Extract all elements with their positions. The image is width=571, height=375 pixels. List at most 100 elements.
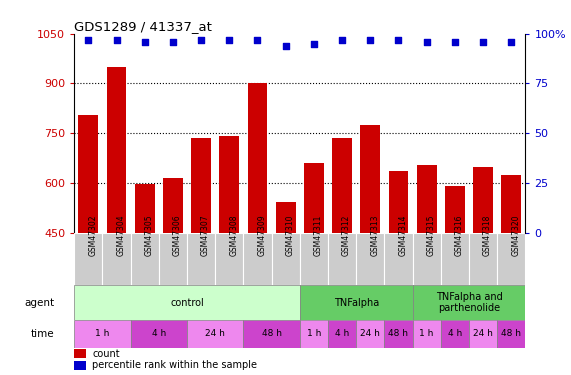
Bar: [417, 165, 436, 232]
Bar: [469, 232, 497, 285]
Bar: [445, 186, 465, 232]
Text: 4 h: 4 h: [152, 329, 166, 338]
Text: GSM47302: GSM47302: [89, 214, 97, 256]
Bar: [272, 232, 300, 285]
Text: 4 h: 4 h: [335, 329, 349, 338]
Bar: [187, 320, 243, 348]
Text: GSM47312: GSM47312: [342, 214, 351, 256]
Bar: [135, 184, 155, 232]
Bar: [276, 202, 296, 232]
Point: [365, 37, 375, 43]
Text: control: control: [170, 298, 204, 307]
Point: [394, 37, 403, 43]
Text: GSM47314: GSM47314: [399, 214, 408, 256]
Bar: [497, 320, 525, 348]
Text: GSM47307: GSM47307: [201, 214, 210, 256]
Bar: [473, 167, 493, 232]
Text: GSM47306: GSM47306: [173, 214, 182, 256]
Text: TNFalpha: TNFalpha: [333, 298, 379, 307]
Text: GSM47305: GSM47305: [144, 214, 154, 256]
Bar: [243, 232, 272, 285]
Bar: [243, 320, 300, 348]
Bar: [332, 138, 352, 232]
Text: GSM47316: GSM47316: [455, 214, 464, 256]
Bar: [78, 115, 98, 232]
Bar: [384, 320, 413, 348]
Bar: [187, 232, 215, 285]
Text: 24 h: 24 h: [205, 329, 225, 338]
Text: 48 h: 48 h: [262, 329, 282, 338]
Bar: [74, 285, 300, 320]
Text: 1 h: 1 h: [95, 329, 110, 338]
Text: GSM47308: GSM47308: [230, 214, 238, 256]
Text: GSM47318: GSM47318: [483, 214, 492, 256]
Point: [84, 37, 93, 43]
Text: percentile rank within the sample: percentile rank within the sample: [93, 360, 258, 370]
Text: GSM47313: GSM47313: [370, 214, 379, 256]
Point: [506, 39, 516, 45]
Bar: [159, 232, 187, 285]
Point: [168, 39, 178, 45]
Bar: [413, 285, 525, 320]
Point: [196, 37, 206, 43]
Bar: [163, 178, 183, 232]
Bar: [215, 232, 243, 285]
Bar: [300, 285, 412, 320]
Point: [281, 43, 290, 49]
Bar: [441, 320, 469, 348]
Bar: [413, 320, 441, 348]
Bar: [304, 163, 324, 232]
Text: GSM47310: GSM47310: [286, 214, 295, 256]
Text: agent: agent: [25, 298, 54, 307]
Point: [451, 39, 460, 45]
Text: GSM47309: GSM47309: [258, 214, 267, 256]
Bar: [501, 175, 521, 232]
Point: [140, 39, 149, 45]
Bar: [74, 320, 131, 348]
Bar: [328, 232, 356, 285]
Bar: [360, 125, 380, 232]
Point: [422, 39, 431, 45]
Text: 1 h: 1 h: [307, 329, 321, 338]
Bar: [107, 67, 126, 232]
Text: GDS1289 / 41337_at: GDS1289 / 41337_at: [74, 20, 212, 33]
Text: 48 h: 48 h: [388, 329, 408, 338]
Text: GSM47315: GSM47315: [427, 214, 436, 256]
Bar: [74, 361, 86, 370]
Point: [309, 41, 319, 47]
Text: 4 h: 4 h: [448, 329, 462, 338]
Bar: [191, 138, 211, 232]
Bar: [74, 232, 102, 285]
Point: [253, 37, 262, 43]
Text: GSM47304: GSM47304: [116, 214, 126, 256]
Text: TNFalpha and
parthenolide: TNFalpha and parthenolide: [436, 292, 502, 314]
Point: [337, 37, 347, 43]
Point: [112, 37, 121, 43]
Text: 1 h: 1 h: [420, 329, 434, 338]
Text: time: time: [31, 328, 54, 339]
Bar: [413, 232, 441, 285]
Bar: [219, 136, 239, 232]
Text: 48 h: 48 h: [501, 329, 521, 338]
Bar: [469, 320, 497, 348]
Bar: [441, 232, 469, 285]
Bar: [131, 320, 187, 348]
Text: GSM47320: GSM47320: [511, 214, 520, 256]
Bar: [300, 320, 328, 348]
Bar: [328, 320, 356, 348]
Text: count: count: [93, 348, 120, 358]
Bar: [248, 84, 267, 232]
Bar: [356, 232, 384, 285]
Bar: [300, 232, 328, 285]
Text: 24 h: 24 h: [360, 329, 380, 338]
Bar: [356, 320, 384, 348]
Bar: [389, 171, 408, 232]
Bar: [131, 232, 159, 285]
Text: 24 h: 24 h: [473, 329, 493, 338]
Text: GSM47311: GSM47311: [314, 214, 323, 256]
Bar: [74, 349, 86, 358]
Bar: [384, 232, 413, 285]
Point: [225, 37, 234, 43]
Bar: [102, 232, 131, 285]
Point: [478, 39, 488, 45]
